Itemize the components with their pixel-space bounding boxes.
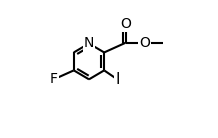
Text: F: F (50, 72, 58, 86)
Text: I: I (115, 72, 119, 87)
Text: O: O (120, 17, 131, 31)
Text: O: O (140, 36, 150, 50)
Text: N: N (84, 36, 94, 51)
